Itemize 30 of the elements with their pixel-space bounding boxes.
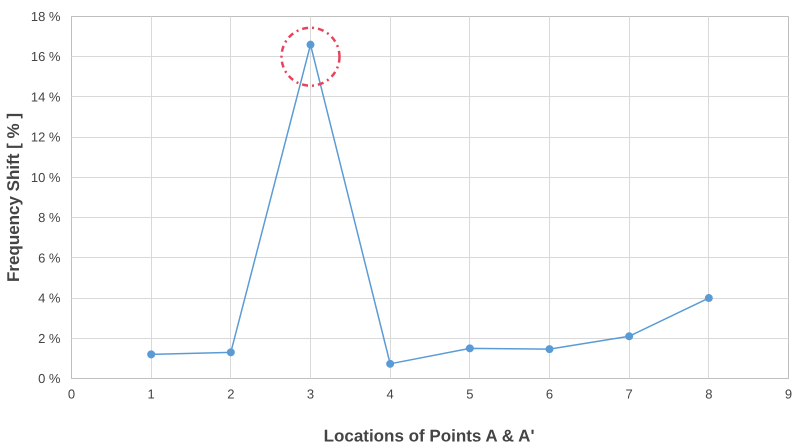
y-tick-label: 14 %: [30, 89, 61, 104]
point: [466, 344, 474, 352]
x-tick-label: 0: [68, 386, 76, 402]
y-tick-label: 8 %: [38, 210, 61, 226]
x-tick-label: 3: [306, 386, 314, 402]
x-tick-label: 4: [386, 386, 394, 402]
point: [704, 294, 713, 302]
point: [625, 332, 634, 340]
y-tick-label: 16 %: [30, 49, 61, 64]
x-tick-label: 7: [626, 386, 633, 402]
y-tick-label: 2 %: [38, 330, 61, 346]
x-tick-label: 8: [705, 386, 712, 402]
point: [147, 350, 156, 358]
point: [306, 40, 314, 49]
y-axis-title: Frequency Shift [ % ]: [4, 112, 23, 282]
point: [226, 348, 235, 356]
x-axis-title: Locations of Points A & A': [324, 426, 534, 446]
y-tick-label: 10 %: [30, 170, 61, 185]
y-tick-label: 0 %: [38, 371, 61, 386]
x-tick-label: 5: [466, 386, 474, 402]
y-tick-label: 18 %: [30, 9, 61, 24]
x-tick-label: 6: [546, 386, 554, 402]
point: [546, 345, 554, 354]
y-tick-label: 6 %: [38, 250, 61, 266]
x-tick-label: 1: [148, 386, 155, 402]
point: [386, 360, 394, 368]
y-tick-label: 12 %: [30, 130, 61, 145]
y-tick-label: 4 %: [38, 290, 61, 306]
x-tick-label: 9: [784, 386, 792, 402]
x-tick-label: 2: [227, 386, 234, 402]
